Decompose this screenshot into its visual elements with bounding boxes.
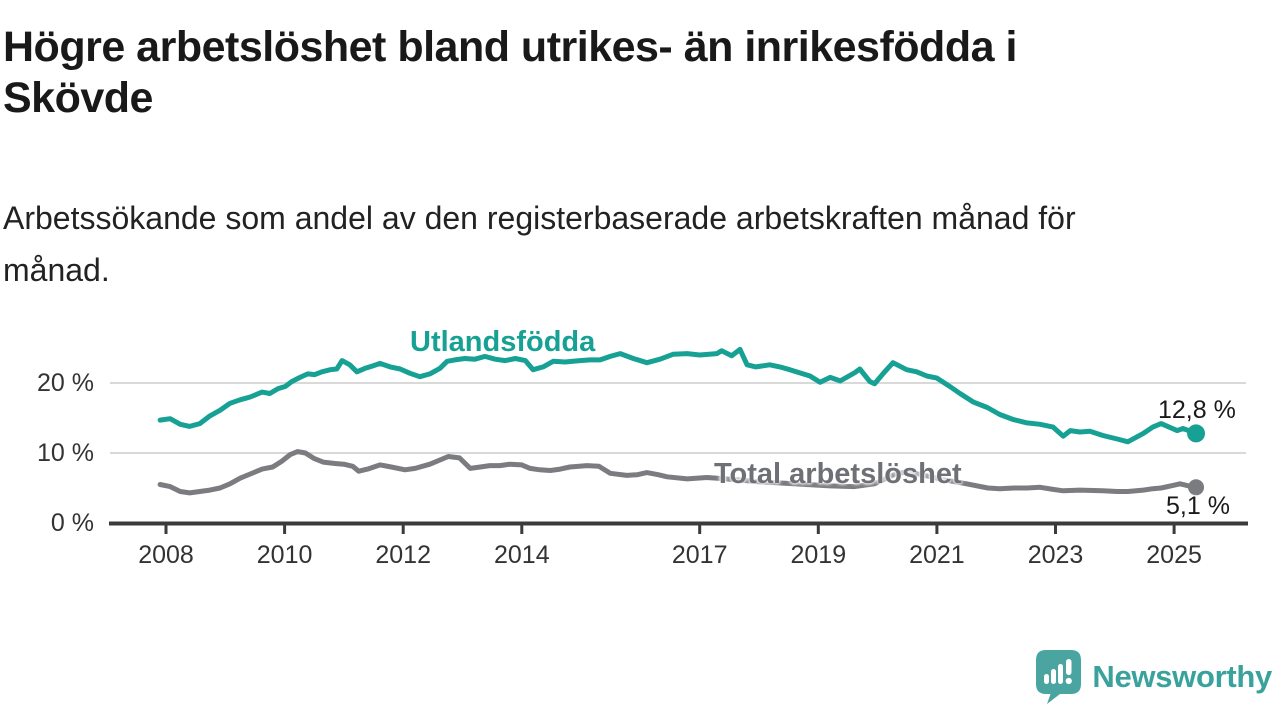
x-tick-label-2023: 2023 (1027, 541, 1084, 569)
x-tick-label-2012: 2012 (375, 541, 431, 569)
chart-title-line-2: Skövde (3, 74, 153, 122)
chart-subtitle: Arbetssökande som andel av den registerb… (3, 192, 1223, 296)
chart-subtitle-line-1: Arbetssökande som andel av den registerb… (3, 200, 1076, 236)
x-tick-label-2017: 2017 (671, 541, 728, 569)
x-tick-label-2021: 2021 (909, 541, 965, 569)
x-tick-label-2010: 2010 (256, 541, 313, 569)
x-tick-label-2014: 2014 (493, 541, 550, 569)
y-tick-label-0: 0 % (50, 509, 94, 537)
y-tick-label-20: 20 % (37, 369, 94, 397)
newsworthy-logo: Newsworthy (1036, 650, 1272, 704)
series-label-utlandsfodda: Utlandsfödda (410, 326, 596, 358)
brand-wordmark: Newsworthy (1092, 659, 1272, 694)
newsworthy-logo-icon (1036, 650, 1082, 704)
x-tick-label-2025: 2025 (1146, 541, 1202, 569)
chart-subtitle-line-2: månad. (3, 252, 110, 288)
series-line-utlandsfodda (157, 346, 1199, 445)
chart-title-line-1: Högre arbetslöshet bland utrikes- än inr… (3, 23, 1017, 71)
y-tick-label-10: 10 % (37, 439, 94, 467)
series-end-dot-utlandsfodda (1187, 424, 1206, 443)
x-tick-label-2008: 2008 (138, 541, 194, 569)
x-tick-label-2019: 2019 (790, 541, 847, 569)
series-label-total-arbetsloshet: Total arbetslöshet (714, 458, 962, 490)
end-value-label-utlandsfodda: 12,8 % (1158, 396, 1236, 424)
series-end-dot-total (1188, 479, 1205, 496)
end-value-label-total: 5,1 % (1166, 492, 1230, 520)
series-line-total (157, 449, 1199, 496)
chart-title: Högre arbetslöshet bland utrikes- än inr… (3, 22, 1223, 124)
